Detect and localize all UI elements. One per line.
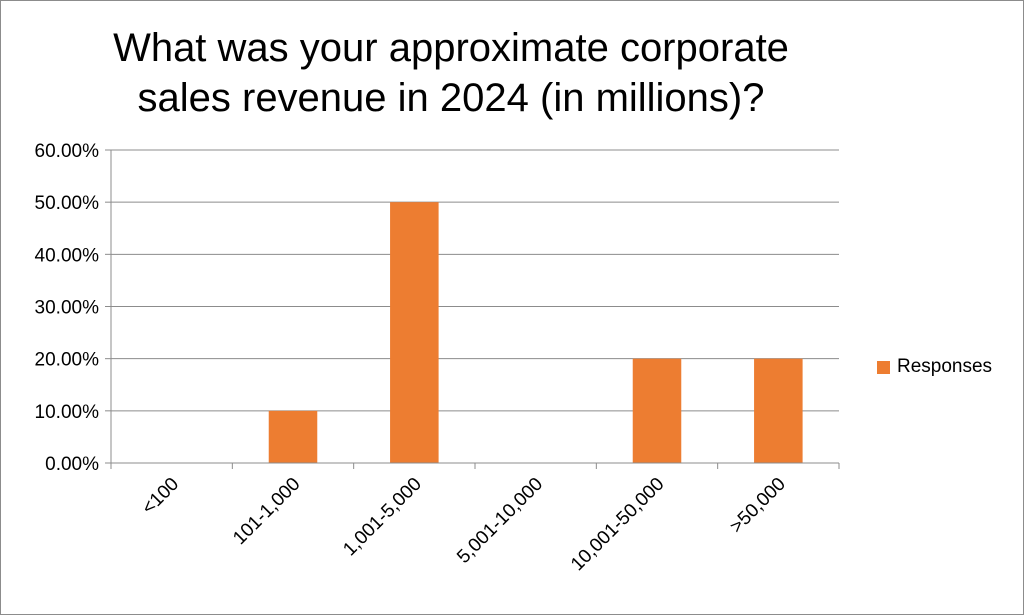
x-tick-label: 1,001-5,000 [339, 474, 426, 561]
x-tick-label: 5,001-10,000 [453, 474, 547, 568]
y-tick-label: 30.00% [35, 298, 100, 319]
y-tick-label: 0.00% [45, 454, 99, 475]
y-tick-label: 50.00% [35, 193, 100, 214]
y-tick-label: 20.00% [35, 350, 100, 371]
bar [268, 410, 318, 463]
x-tick-label: <100 [138, 474, 183, 519]
x-tick-label: 101-1,000 [229, 474, 304, 549]
chart-title: What was your approximate corporate sale… [113, 26, 789, 120]
bar [632, 358, 682, 463]
x-tick-label: 10,001-50,000 [567, 474, 669, 576]
bar [390, 202, 439, 463]
y-tick-label: 60.00% [35, 141, 100, 162]
legend-swatch-responses [877, 360, 890, 374]
y-tick-label: 40.00% [35, 245, 100, 266]
y-tick-label: 10.00% [35, 402, 100, 423]
legend: Responses [877, 356, 992, 378]
bar [754, 358, 803, 463]
x-tick-label: >50,000 [726, 474, 790, 538]
legend-label-responses: Responses [897, 356, 993, 377]
